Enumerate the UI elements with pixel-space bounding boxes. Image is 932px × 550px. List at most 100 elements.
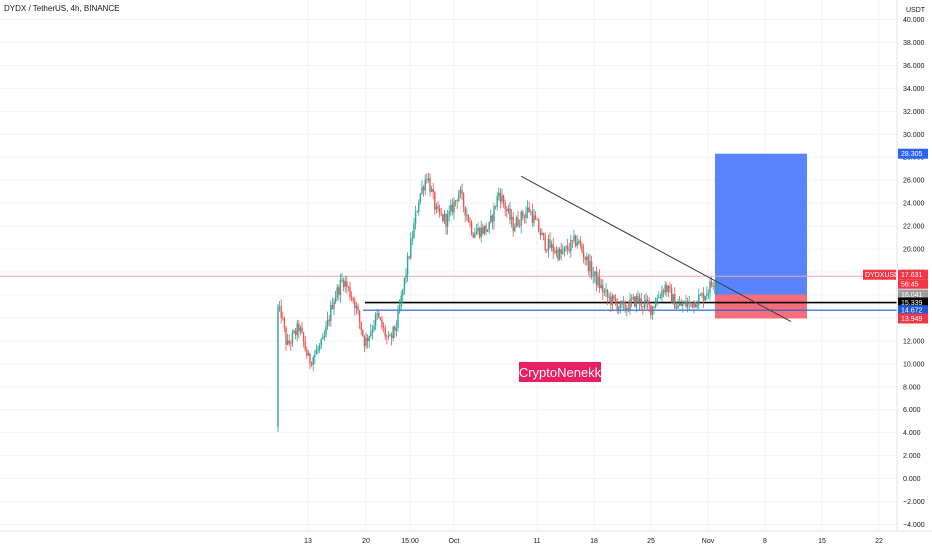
candle-body — [437, 206, 439, 209]
time-axis[interactable]: 13 20 15:00 Oct 11 18 25 Nov 8 15 22 — [0, 530, 932, 550]
support-price-tag-label: 14.672 — [901, 308, 923, 315]
candle-body — [499, 192, 502, 202]
candle-body — [680, 303, 682, 307]
candle-body — [430, 189, 433, 192]
candle-body — [658, 297, 660, 299]
candle-body — [470, 221, 473, 234]
entry-price-tag[interactable] — [898, 297, 928, 308]
candle-body — [456, 200, 458, 202]
candle-body — [418, 202, 420, 212]
candle-body — [645, 299, 647, 302]
candle-body — [376, 312, 378, 315]
price-axis[interactable]: USDT −4.000 −2.000 0.000 2.000 4.000 6.000 8.00… — [896, 0, 932, 550]
candle-body — [472, 233, 474, 238]
candle-body — [701, 293, 703, 296]
candle-body — [454, 200, 457, 202]
candle-body — [642, 306, 644, 308]
candle-body — [390, 335, 393, 339]
candle-body — [677, 305, 679, 308]
y-tick-label: 10.000 — [903, 361, 925, 368]
candle-body — [323, 335, 326, 338]
candle-body — [542, 232, 545, 236]
candle-body — [307, 353, 310, 356]
candle-body — [410, 238, 412, 258]
position-zones[interactable] — [715, 153, 807, 319]
candle-body — [478, 227, 481, 238]
candle-body — [493, 206, 495, 222]
candle-body — [381, 319, 383, 328]
candle-body — [574, 235, 577, 246]
candle-body — [315, 350, 318, 355]
candle-body — [694, 301, 697, 308]
x-tick-label: 25 — [647, 538, 655, 545]
stop-zone[interactable] — [715, 294, 807, 319]
x-tick-label: 22 — [875, 538, 883, 545]
candle-body — [534, 215, 537, 220]
y-tick-label: 40.000 — [903, 17, 925, 24]
candle-body — [710, 281, 713, 286]
candle-body — [509, 208, 511, 220]
candle-body — [318, 345, 321, 349]
candle-body — [368, 336, 370, 342]
target-zone[interactable] — [715, 153, 807, 295]
candle-body — [344, 281, 346, 287]
ticker-tag[interactable] — [863, 269, 896, 280]
candle-body — [325, 326, 327, 336]
candle-body — [317, 348, 319, 351]
candle-body — [707, 292, 710, 294]
candle-body — [352, 298, 354, 302]
candle-body — [304, 341, 306, 350]
candle-body — [704, 296, 706, 301]
candle-body — [477, 227, 479, 232]
position-entry-price-tag[interactable] — [898, 289, 928, 300]
time-axis-bg — [0, 531, 932, 550]
trendline-layer[interactable] — [520, 175, 792, 323]
candle-body — [541, 232, 543, 236]
candle-body — [394, 326, 396, 331]
candle-body — [354, 301, 356, 308]
candle-body — [566, 246, 569, 250]
candle-body — [712, 285, 714, 287]
currency-label: USDT — [906, 7, 926, 14]
candle-body — [379, 317, 382, 320]
candle-body — [598, 277, 601, 288]
target-price-tag[interactable] — [898, 148, 928, 159]
candle-body — [691, 302, 694, 308]
x-tick-label: 18 — [590, 538, 598, 545]
candle-body — [682, 304, 684, 307]
candle-body — [330, 305, 332, 322]
candle-body — [670, 288, 673, 303]
candle-body — [690, 301, 692, 303]
candle-body — [686, 303, 689, 307]
candle-body — [424, 179, 426, 191]
candle-body — [520, 211, 522, 226]
candle-body — [403, 277, 406, 290]
candle-body — [525, 212, 527, 218]
support-price-tag[interactable] — [898, 305, 928, 316]
candle-body — [395, 327, 398, 331]
candle-body — [699, 295, 702, 296]
candle-body — [285, 327, 287, 345]
candle-body — [490, 215, 492, 223]
candle-body — [338, 287, 340, 295]
candle-body — [696, 305, 698, 308]
candle-body — [554, 251, 556, 253]
candle-body — [288, 340, 290, 344]
candle-body — [474, 234, 476, 238]
candle-body — [547, 239, 550, 251]
target-price-tag-label: 28.305 — [901, 151, 923, 158]
candle-body — [550, 244, 553, 249]
current-price-tag[interactable] — [898, 269, 928, 280]
x-tick-label: Oct — [449, 538, 460, 545]
candle-body — [506, 209, 508, 212]
candle-body — [576, 242, 578, 246]
stop-price-tag[interactable] — [898, 313, 928, 324]
candle-body — [648, 303, 650, 306]
candle-body — [562, 251, 564, 254]
candle-body — [526, 207, 529, 213]
candle-body — [621, 301, 623, 304]
trendline[interactable] — [520, 175, 792, 323]
candle-body — [467, 215, 470, 222]
candle-body — [298, 323, 300, 332]
